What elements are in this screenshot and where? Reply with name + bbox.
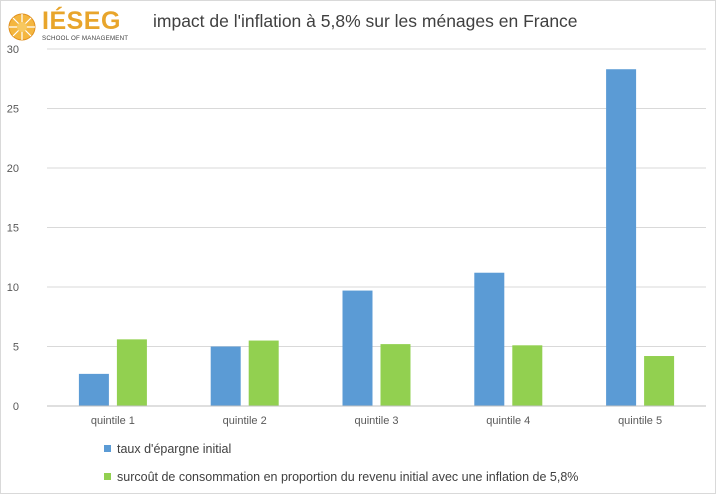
bar-series-2-5 [644, 356, 675, 406]
bar-series-2-1 [116, 339, 147, 406]
ieseg-logo: IÉSEG SCHOOL OF MANAGEMENT [6, 7, 136, 43]
chart-title: impact de l'inflation à 5,8% sur les mén… [153, 11, 578, 31]
y-tick-label: 5 [13, 342, 19, 354]
sun-logo-icon [8, 13, 36, 41]
y-tick-label: 20 [7, 163, 19, 175]
legend-item-series-2: surcoût de consommation en proportion du… [104, 468, 578, 486]
bar-series-2-2 [248, 340, 279, 406]
legend-swatch-series-2 [104, 473, 111, 480]
bar-series-1-5 [606, 69, 637, 406]
logo-subtitle: SCHOOL OF MANAGEMENT [42, 35, 129, 42]
y-tick-label: 15 [7, 223, 19, 235]
y-tick-label: 0 [13, 401, 19, 413]
bar-series-2-4 [512, 345, 543, 406]
bar-series-1-4 [474, 272, 505, 406]
x-tick-label: quintile 4 [486, 415, 530, 427]
bar-series-1-1 [78, 373, 109, 406]
x-tick-label: quintile 2 [223, 415, 267, 427]
y-tick-label: 30 [7, 44, 19, 56]
legend-label-series-2: surcoût de consommation en proportion du… [117, 470, 579, 484]
y-tick-label: 10 [7, 282, 19, 294]
legend-swatch-series-1 [104, 445, 111, 452]
logo-name: IÉSEG [42, 7, 121, 35]
legend-label-series-1: taux d'épargne initial [117, 442, 232, 456]
chart-legend: taux d'épargne initial surcoût de consom… [104, 440, 578, 496]
x-tick-label: quintile 5 [618, 415, 662, 427]
y-tick-label: 25 [7, 104, 19, 116]
bar-series-1-3 [342, 290, 373, 406]
bar-series-2-3 [380, 344, 411, 406]
legend-item-series-1: taux d'épargne initial [104, 440, 578, 458]
x-tick-label: quintile 3 [354, 415, 398, 427]
bar-series-1-2 [210, 346, 241, 406]
x-tick-label: quintile 1 [91, 415, 135, 427]
